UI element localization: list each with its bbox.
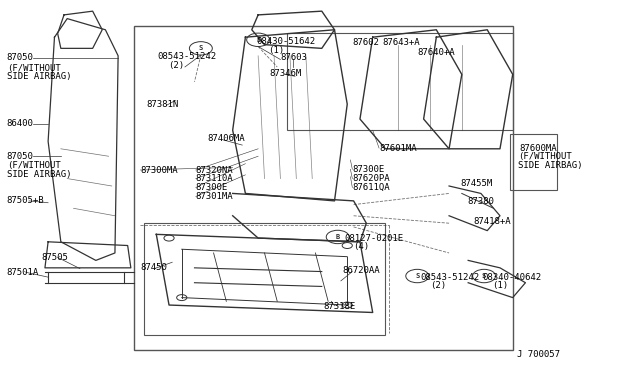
Text: 87380: 87380	[467, 197, 494, 206]
Text: (F/WITHOUT: (F/WITHOUT	[518, 153, 572, 161]
Text: 87050: 87050	[6, 152, 33, 161]
Text: 87603: 87603	[280, 53, 307, 62]
Text: SIDE AIRBAG): SIDE AIRBAG)	[7, 170, 71, 179]
Text: J 700057: J 700057	[518, 350, 561, 359]
Text: 87505+B: 87505+B	[7, 196, 44, 205]
Text: 87601MA: 87601MA	[379, 144, 417, 153]
Text: 87418+A: 87418+A	[473, 217, 511, 226]
Text: (F/WITHOUT: (F/WITHOUT	[7, 64, 61, 73]
Text: SIDE AIRBAG): SIDE AIRBAG)	[518, 161, 582, 170]
Text: 87346M: 87346M	[269, 69, 302, 78]
Text: SIDE AIRBAG): SIDE AIRBAG)	[7, 72, 71, 81]
Text: (1): (1)	[268, 46, 284, 55]
Text: 87381N: 87381N	[147, 100, 179, 109]
Text: 87600MA: 87600MA	[519, 144, 557, 153]
Text: 87505: 87505	[42, 253, 68, 262]
Text: B: B	[335, 234, 340, 240]
Text: (2): (2)	[430, 281, 446, 290]
Text: 08340-40642: 08340-40642	[482, 273, 541, 282]
Text: S: S	[482, 273, 486, 279]
Text: S: S	[256, 37, 260, 43]
Text: 87320NA: 87320NA	[196, 166, 234, 174]
Text: 87643+A: 87643+A	[382, 38, 420, 47]
Text: 87620PA: 87620PA	[353, 174, 390, 183]
Text: 87450: 87450	[140, 263, 167, 272]
Text: 87611QA: 87611QA	[353, 183, 390, 192]
Text: S: S	[199, 45, 203, 51]
Text: 87406MA: 87406MA	[207, 134, 245, 143]
Text: 86720AA: 86720AA	[343, 266, 380, 275]
Text: (1): (1)	[492, 281, 508, 290]
Text: (2): (2)	[168, 61, 184, 70]
Text: 87300E: 87300E	[196, 183, 228, 192]
Text: 87301MA: 87301MA	[196, 192, 234, 201]
Text: 87602: 87602	[353, 38, 380, 47]
Text: 87300E: 87300E	[353, 165, 385, 174]
Text: 87050: 87050	[6, 53, 33, 62]
Text: S: S	[415, 273, 419, 279]
Text: 87318E: 87318E	[324, 302, 356, 311]
Text: 87300MA: 87300MA	[140, 166, 178, 174]
Text: 08543-51242: 08543-51242	[420, 273, 479, 282]
Text: (4): (4)	[354, 242, 370, 251]
Text: 08543-51242: 08543-51242	[157, 52, 217, 61]
Text: 87501A: 87501A	[7, 268, 39, 277]
Text: 87640+A: 87640+A	[417, 48, 455, 57]
Text: 873110A: 873110A	[196, 174, 234, 183]
Text: 08127-0201E: 08127-0201E	[344, 234, 403, 243]
Text: 87455M: 87455M	[461, 179, 493, 188]
Text: (F/WITHOUT: (F/WITHOUT	[7, 161, 61, 170]
Text: 86400: 86400	[6, 119, 33, 128]
Text: 08430-51642: 08430-51642	[257, 37, 316, 46]
